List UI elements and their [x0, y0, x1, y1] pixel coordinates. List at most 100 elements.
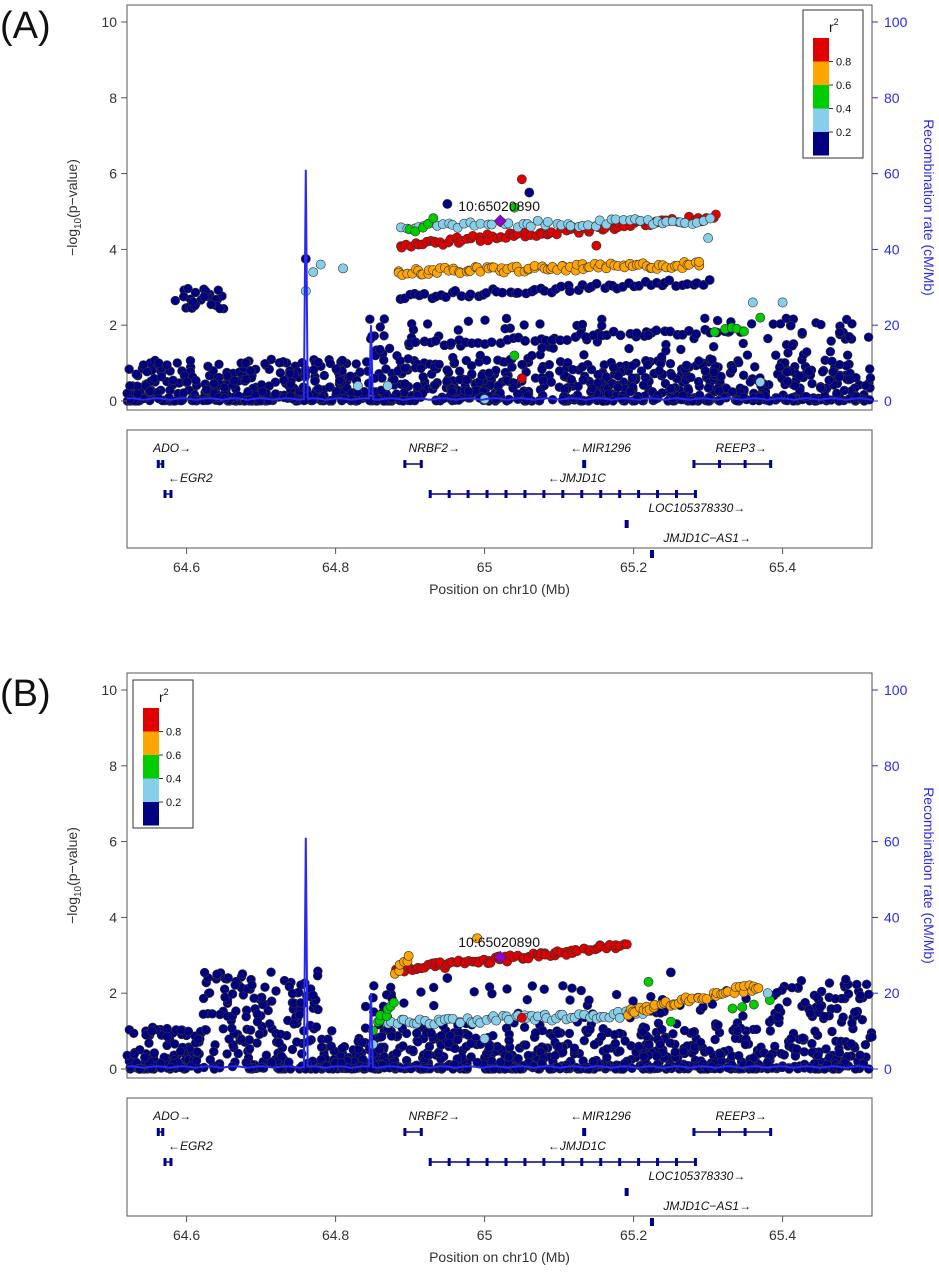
snp-point — [313, 1004, 323, 1015]
gene-arrow: ← — [548, 1139, 560, 1153]
snp-point — [627, 361, 638, 371]
snp-point — [567, 983, 577, 993]
snp-point — [815, 1002, 825, 1012]
snp-point — [480, 315, 490, 325]
gene-label: ←MIR1296 — [570, 1109, 631, 1123]
snp-point — [222, 371, 233, 381]
snp-point — [308, 990, 318, 1001]
snp-point — [227, 989, 238, 999]
legend-label: 0.2 — [836, 127, 851, 139]
snp-point — [643, 330, 654, 341]
snp-point — [124, 364, 134, 374]
snp-point — [755, 312, 766, 323]
snp-point — [528, 1061, 538, 1071]
snp-point — [275, 1063, 285, 1074]
snp-point — [319, 370, 329, 381]
snp-point — [565, 995, 575, 1005]
snp-point — [212, 969, 222, 979]
legend-swatch — [143, 778, 159, 802]
snp-point — [433, 1048, 444, 1058]
snp-point — [542, 216, 553, 227]
snp-point — [601, 372, 611, 382]
gene-exon — [561, 1158, 565, 1166]
legend-label: 0.8 — [166, 727, 181, 739]
snp-point — [754, 392, 765, 402]
snp-point — [522, 995, 532, 1005]
gene-name: JMJD1C−AS1 — [662, 531, 739, 545]
snp-point — [588, 330, 599, 341]
x-tick-label: 64.8 — [322, 1227, 349, 1243]
snp-point — [738, 1011, 748, 1021]
snp-point — [245, 1025, 256, 1035]
snp-point — [183, 1026, 194, 1037]
snp-point — [168, 375, 178, 386]
snp-point — [850, 1007, 860, 1017]
y-axis-label-text: −log — [64, 897, 80, 924]
snp-point — [442, 199, 453, 209]
snp-point — [738, 338, 748, 349]
gene-label: ←MIR1296 — [570, 441, 631, 455]
gene-arrow: ← — [168, 1139, 180, 1153]
snp-point — [774, 1003, 784, 1013]
snp-point — [331, 364, 341, 374]
snp-point — [553, 1041, 564, 1052]
snp-point — [569, 1043, 580, 1053]
gene-arrow: ← — [168, 471, 180, 485]
snp-point — [327, 1026, 337, 1036]
legend-title-sup: 2 — [164, 687, 169, 697]
gene-exon — [419, 1128, 423, 1136]
snp-point — [500, 324, 510, 334]
snp-point — [841, 974, 851, 985]
legend-swatch — [813, 132, 829, 156]
snp-point — [252, 1017, 263, 1027]
snp-point — [830, 994, 841, 1004]
snp-point — [386, 1031, 397, 1041]
snp-point — [408, 1045, 418, 1055]
snp-point — [737, 1002, 748, 1012]
snp-point — [408, 325, 419, 335]
gene-name: EGR2 — [180, 471, 213, 485]
snp-point — [585, 1024, 595, 1035]
gene-exon — [161, 1128, 165, 1136]
snp-point — [763, 333, 773, 344]
snp-point — [742, 350, 753, 360]
snp-point — [532, 215, 543, 226]
snp-point — [389, 374, 399, 385]
snp-point — [465, 289, 476, 300]
snp-point — [304, 1036, 315, 1046]
snp-point — [805, 1008, 816, 1019]
gene-exon — [624, 1188, 629, 1196]
snp-point — [863, 332, 874, 342]
snp-point — [568, 364, 578, 375]
snp-point — [292, 1037, 302, 1047]
snp-point — [591, 240, 602, 251]
snp-point — [237, 969, 248, 979]
snp-point — [786, 1034, 796, 1044]
snp-point — [308, 267, 319, 278]
snp-point — [654, 366, 665, 376]
y-right-tick-label: 40 — [884, 241, 900, 257]
snp-point — [865, 373, 876, 383]
snp-point — [449, 357, 460, 368]
snp-point — [376, 385, 386, 396]
snp-point — [484, 368, 494, 378]
snp-point — [777, 297, 788, 308]
snp-point — [834, 1047, 845, 1058]
y-axis-label-text: −log — [64, 229, 80, 256]
snp-point — [535, 319, 545, 329]
gene-exon — [580, 490, 584, 498]
snp-point — [331, 386, 342, 397]
gene-name: MIR1296 — [582, 1109, 631, 1123]
snp-point — [634, 1041, 644, 1052]
snp-point — [801, 391, 811, 402]
gene-label: LOC105378330→ — [649, 1169, 746, 1183]
snp-point — [745, 377, 755, 387]
snp-point — [162, 360, 172, 370]
snp-point — [509, 350, 520, 361]
snp-point — [381, 364, 391, 374]
y-right-tick-label: 0 — [884, 393, 892, 409]
snp-point — [276, 1051, 287, 1062]
snp-point — [285, 368, 295, 379]
snp-point — [826, 336, 836, 346]
